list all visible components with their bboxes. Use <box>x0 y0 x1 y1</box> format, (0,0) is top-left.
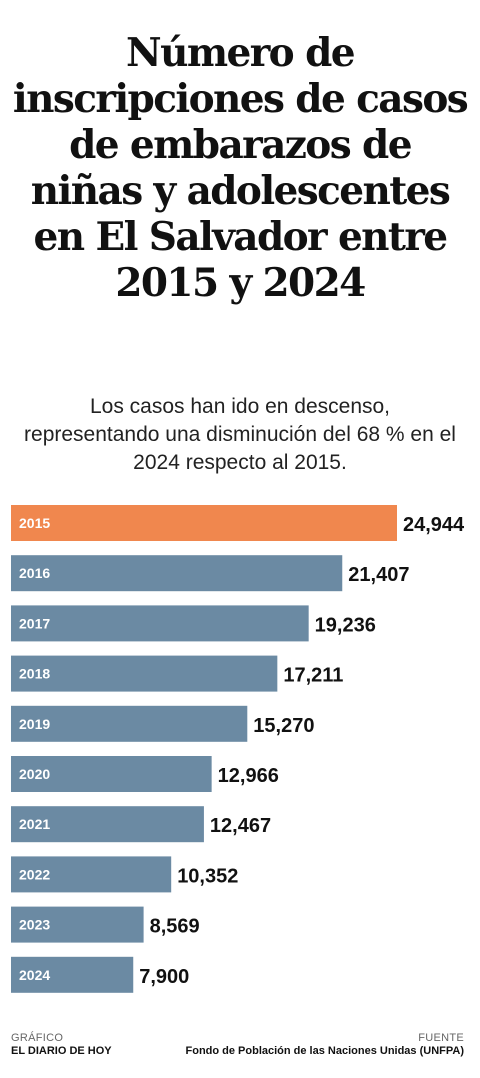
bar-category-label: 2020 <box>19 766 50 782</box>
bar-value-label: 10,352 <box>177 865 238 887</box>
bar-2020 <box>11 756 212 792</box>
bar-category-label: 2024 <box>19 967 50 983</box>
bar-value-label: 19,236 <box>315 614 376 636</box>
bar-chart: 2015 24,944 2016 21,407 2017 19,236 2018 17,211… <box>11 505 465 993</box>
bar-value-label: 12,966 <box>218 765 279 787</box>
bar-value-label: 7,900 <box>139 966 189 988</box>
bar-2016 <box>11 555 343 592</box>
bar-value-label: 24,944 <box>403 514 465 536</box>
bar-category-label: 2016 <box>19 565 50 581</box>
bar-category-label: 2019 <box>19 716 50 732</box>
bar-value-label: 17,211 <box>283 665 343 687</box>
bar-value-label: 12,467 <box>210 815 271 837</box>
footer-source-value: Fondo de Población de las Naciones Unida… <box>185 1045 465 1057</box>
bar-value-label: 21,407 <box>348 564 409 586</box>
bar-category-label: 2021 <box>19 816 50 832</box>
chart-subtitle: Los casos han ido en descenso, represent… <box>24 395 456 474</box>
bar-2024 <box>11 956 134 993</box>
bar-category-label: 2017 <box>19 615 50 631</box>
chart-title: Número de inscripciones de casos de emba… <box>12 30 469 306</box>
bar-value-label: 15,270 <box>253 715 314 737</box>
footer-credit: GRÁFICO EL DIARIO DE HOY <box>11 1032 112 1058</box>
bar-category-label: 2015 <box>19 515 50 531</box>
bar-value-label: 8,569 <box>150 916 200 938</box>
bar-2021 <box>11 806 204 843</box>
footer-credit-value: EL DIARIO DE HOY <box>11 1045 112 1057</box>
bar-2023 <box>11 906 144 943</box>
bar-2017 <box>11 605 309 642</box>
footer-credit-label: GRÁFICO <box>11 1032 64 1044</box>
bar-category-label: 2022 <box>19 866 50 882</box>
bar-2022 <box>11 856 172 893</box>
bar-2018 <box>11 655 278 692</box>
bar-category-label: 2018 <box>19 666 50 682</box>
bar-category-label: 2023 <box>19 917 50 933</box>
footer-source: FUENTE Fondo de Población de las Nacione… <box>186 1032 465 1058</box>
bar-2015 <box>11 505 397 541</box>
bar-2019 <box>11 705 248 742</box>
footer-source-label: FUENTE <box>418 1032 464 1044</box>
